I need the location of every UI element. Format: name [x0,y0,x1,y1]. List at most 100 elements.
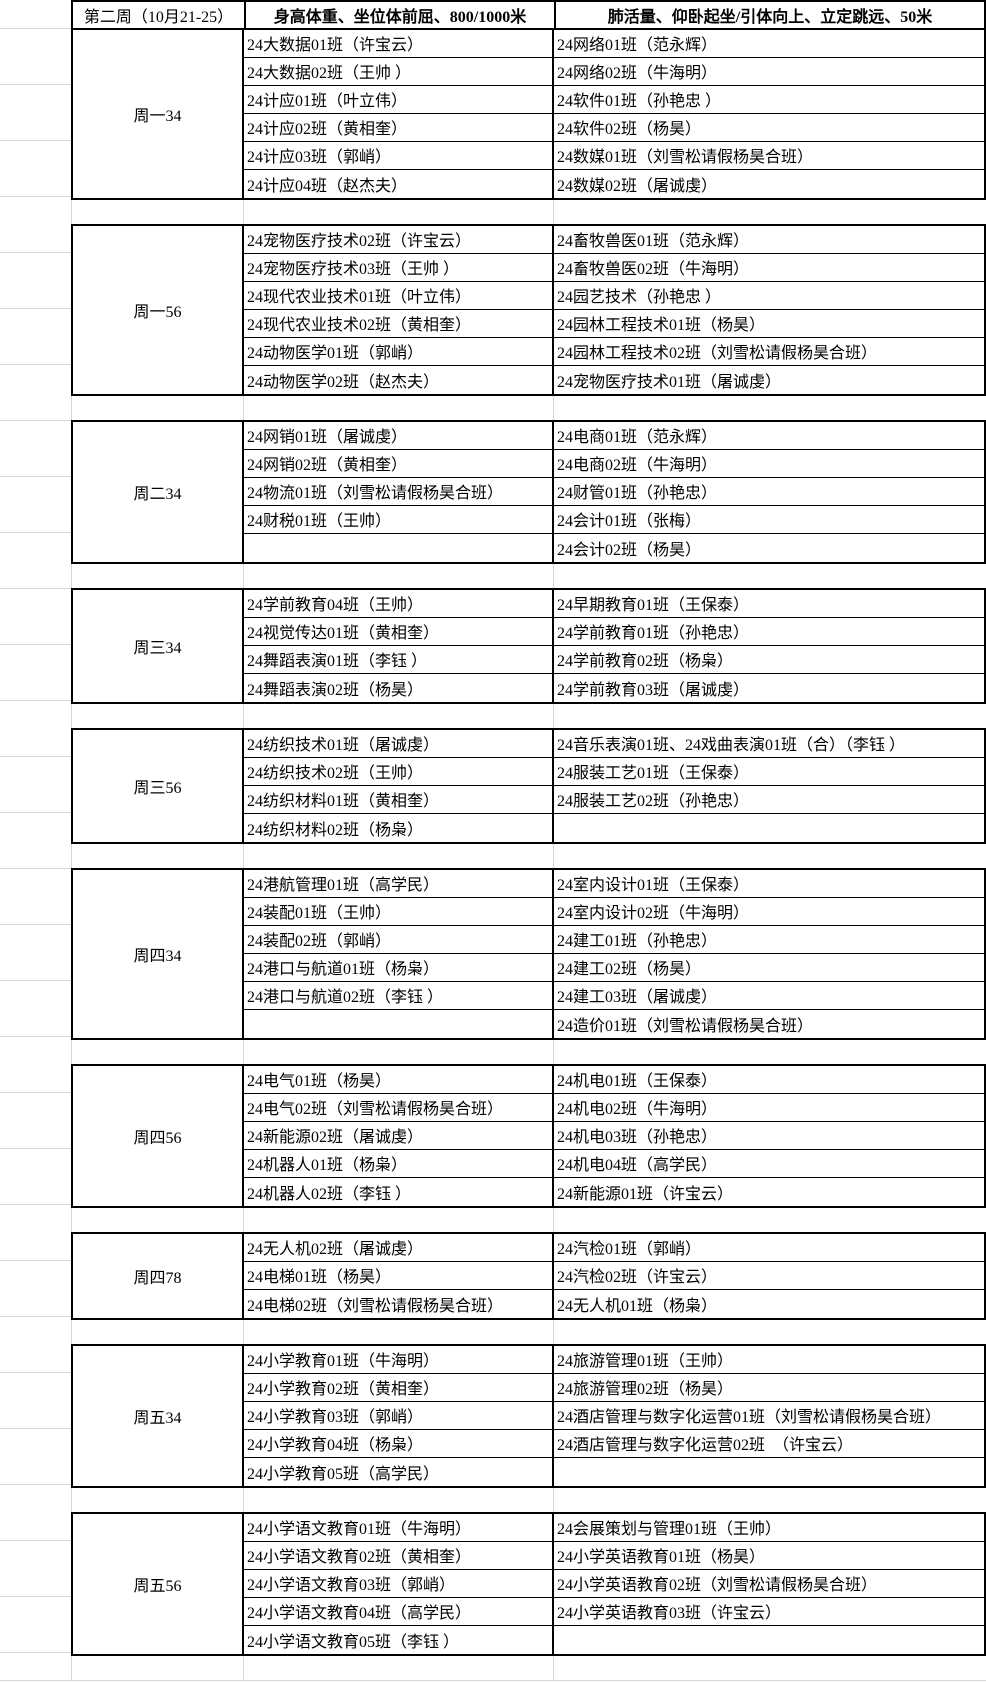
class-cell[interactable]: 24旅游管理01班（王帅） [554,1346,984,1374]
class-cell[interactable]: 24港航管理01班（高学民） [244,870,554,898]
class-cell[interactable]: 24网络02班（牛海明） [554,58,984,86]
class-cell[interactable]: 24服装工艺02班（孙艳忠） [554,786,984,814]
class-cell[interactable]: 24电气01班（杨昊） [244,1066,554,1094]
class-cell[interactable]: 24电梯01班（杨昊） [244,1262,554,1290]
class-cell[interactable]: 24装配02班（郭峭） [244,926,554,954]
class-cell[interactable]: 24宠物医疗技术03班（王帅 ） [244,254,554,282]
class-cell[interactable]: 24计应02班（黄相奎） [244,114,554,142]
class-cell[interactable]: 24纺织材料01班（黄相奎） [244,786,554,814]
class-cell[interactable]: 24装配01班（王帅） [244,898,554,926]
class-cell[interactable]: 24小学语文教育03班（郭峭） [244,1570,554,1598]
class-cell[interactable]: 24动物医学02班（赵杰夫） [244,366,554,394]
class-cell[interactable]: 24数媒01班（刘雪松请假杨昊合班） [554,142,984,170]
class-cell[interactable]: 24小学语文教育04班（高学民） [244,1598,554,1626]
class-cell[interactable]: 24计应01班（叶立伟） [244,86,554,114]
class-cell[interactable]: 24港口与航道01班（杨枭） [244,954,554,982]
class-cell[interactable]: 24机电04班（高学民） [554,1150,984,1178]
class-cell[interactable]: 24动物医学01班（郭峭） [244,338,554,366]
week-slot-cell[interactable]: 周五34 [73,1346,244,1486]
class-cell[interactable]: 24酒店管理与数字化运营02班 （许宝云） [554,1430,984,1458]
class-cell[interactable]: 24小学英语教育02班（刘雪松请假杨昊合班） [554,1570,984,1598]
class-cell[interactable]: 24视觉传达01班（黄相奎） [244,618,554,646]
class-cell[interactable]: 24学前教育03班（屠诚虔） [557,681,750,699]
class-cell[interactable]: 24室内设计02班（牛海明） [554,898,984,926]
class-cell[interactable]: 24纺织材料02班（杨枭） [244,814,554,842]
class-cell[interactable]: 24现代农业技术01班（叶立伟） [244,282,554,310]
class-cell[interactable]: 24电梯02班（刘雪松请假杨昊合班） [244,1290,554,1318]
class-cell[interactable]: 24财管01班（孙艳忠） [554,478,984,506]
class-cell[interactable]: 24小学英语教育03班（许宝云） [554,1598,984,1626]
class-cell[interactable]: 24机器人01班（杨枭） [244,1150,554,1178]
class-cell[interactable]: 24早期教育01班（王保泰） [554,590,984,618]
class-cell[interactable]: 24新能源02班（屠诚虔） [244,1122,554,1150]
class-cell[interactable]: 24无人机02班（屠诚虔） [244,1234,554,1262]
class-cell[interactable]: 24小学教育02班（黄相奎） [244,1374,554,1402]
class-cell[interactable]: 24小学英语教育01班（杨昊） [554,1542,984,1570]
week-slot-cell[interactable]: 周一56 [73,226,244,394]
class-cell[interactable]: 24宠物医疗技术01班（屠诚虔） [557,373,782,391]
class-cell[interactable]: 24软件01班（孙艳忠 ） [554,86,984,114]
class-cell[interactable]: 24电商01班（范永辉） [554,422,984,450]
class-cell[interactable]: 24财税01班（王帅） [244,506,554,534]
class-cell[interactable]: 24小学语文教育05班（李钰 ） [244,1626,554,1654]
class-cell[interactable]: 24小学语文教育01班（牛海明） [244,1514,554,1542]
class-cell[interactable]: 24汽检01班（郭峭） [554,1234,984,1262]
class-cell[interactable]: 24大数据02班（王帅 ） [244,58,554,86]
class-cell[interactable]: 24机电03班（孙艳忠） [554,1122,984,1150]
week-slot-cell[interactable]: 周五56 [73,1514,244,1654]
class-cell[interactable]: 24室内设计01班（王保泰） [554,870,984,898]
class-cell[interactable]: 24舞蹈表演02班（杨昊） [244,674,554,702]
week-slot-cell[interactable]: 周四78 [73,1234,244,1318]
class-cell[interactable]: 24软件02班（杨昊） [554,114,984,142]
week-slot-cell[interactable]: 周三34 [73,590,244,702]
class-cell[interactable]: 24数媒02班（屠诚虔） [557,177,718,195]
week-slot-cell[interactable]: 周二34 [73,422,244,562]
class-cell[interactable]: 24会展策划与管理01班（王帅） [554,1514,984,1542]
class-cell[interactable]: 24建工02班（杨昊） [554,954,984,982]
class-cell[interactable]: 24园艺技术（孙艳忠 ） [554,282,984,310]
class-cell[interactable]: 24计应04班（赵杰夫） [244,170,554,198]
class-cell[interactable]: 24网销01班（屠诚虔） [244,422,554,450]
class-cell[interactable]: 24造价01班（刘雪松请假杨昊合班） [557,1017,814,1035]
class-cell[interactable]: 24学前教育02班（杨枭） [554,646,984,674]
class-cell[interactable]: 24小学教育01班（牛海明） [244,1346,554,1374]
class-cell[interactable]: 24机器人02班（李钰 ） [244,1178,554,1206]
class-cell[interactable]: 24畜牧兽医02班（牛海明） [554,254,984,282]
class-cell[interactable]: 24宠物医疗技术02班（许宝云） [244,226,554,254]
class-cell[interactable] [244,1010,554,1038]
header-test-group-2-cell[interactable]: 肺活量、仰卧起坐/引体向上、立定跳远、50米 [554,2,984,28]
week-slot-cell[interactable]: 周四56 [73,1066,244,1206]
class-cell[interactable] [244,534,554,562]
class-cell[interactable]: 24网络01班（范永辉） [554,30,984,58]
class-cell[interactable]: 24机电01班（王保泰） [554,1066,984,1094]
class-cell[interactable]: 24小学教育04班（杨枭） [244,1430,554,1458]
class-cell[interactable]: 24电气02班（刘雪松请假杨昊合班） [244,1094,554,1122]
class-cell[interactable]: 24畜牧兽医01班（范永辉） [554,226,984,254]
class-cell[interactable]: 24现代农业技术02班（黄相奎） [244,310,554,338]
class-cell[interactable]: 24园林工程技术02班（刘雪松请假杨昊合班） [554,338,984,366]
class-cell[interactable]: 24计应03班（郭峭） [244,142,554,170]
class-cell[interactable]: 24服装工艺01班（王保泰） [554,758,984,786]
class-cell[interactable]: 24小学教育05班（高学民） [244,1458,554,1486]
class-cell[interactable]: 24小学语文教育02班（黄相奎） [244,1542,554,1570]
class-cell[interactable]: 24电商02班（牛海明） [554,450,984,478]
week-slot-cell[interactable]: 周三56 [73,730,244,842]
header-test-group-1-cell[interactable]: 身高体重、坐位体前屈、800/1000米 [244,2,554,28]
class-cell[interactable]: 24纺织技术02班（王帅） [244,758,554,786]
class-cell[interactable]: 24会计02班（杨昊） [557,541,702,559]
class-cell[interactable]: 24建工01班（孙艳忠） [554,926,984,954]
class-cell[interactable]: 24物流01班（刘雪松请假杨昊合班） [244,478,554,506]
class-cell[interactable]: 24纺织技术01班（屠诚虔） [244,730,554,758]
class-cell[interactable]: 24舞蹈表演01班（李钰 ） [244,646,554,674]
class-cell[interactable] [554,1626,984,1654]
class-cell[interactable]: 24音乐表演01班、24戏曲表演01班（合）（李钰 ） [554,730,984,758]
class-cell[interactable]: 24新能源01班（许宝云） [557,1185,734,1203]
header-week-cell[interactable]: 第二周（10月21-25） [83,9,234,26]
week-slot-cell[interactable]: 周四34 [73,870,244,1038]
week-slot-cell[interactable]: 周一34 [73,30,244,198]
class-cell[interactable] [554,1458,984,1486]
class-cell[interactable]: 24酒店管理与数字化运营01班（刘雪松请假杨昊合班） [554,1402,984,1430]
class-cell[interactable]: 24小学教育03班（郭峭） [244,1402,554,1430]
class-cell[interactable]: 24港口与航道02班（李钰 ） [244,982,554,1010]
class-cell[interactable]: 24园林工程技术01班（杨昊） [554,310,984,338]
